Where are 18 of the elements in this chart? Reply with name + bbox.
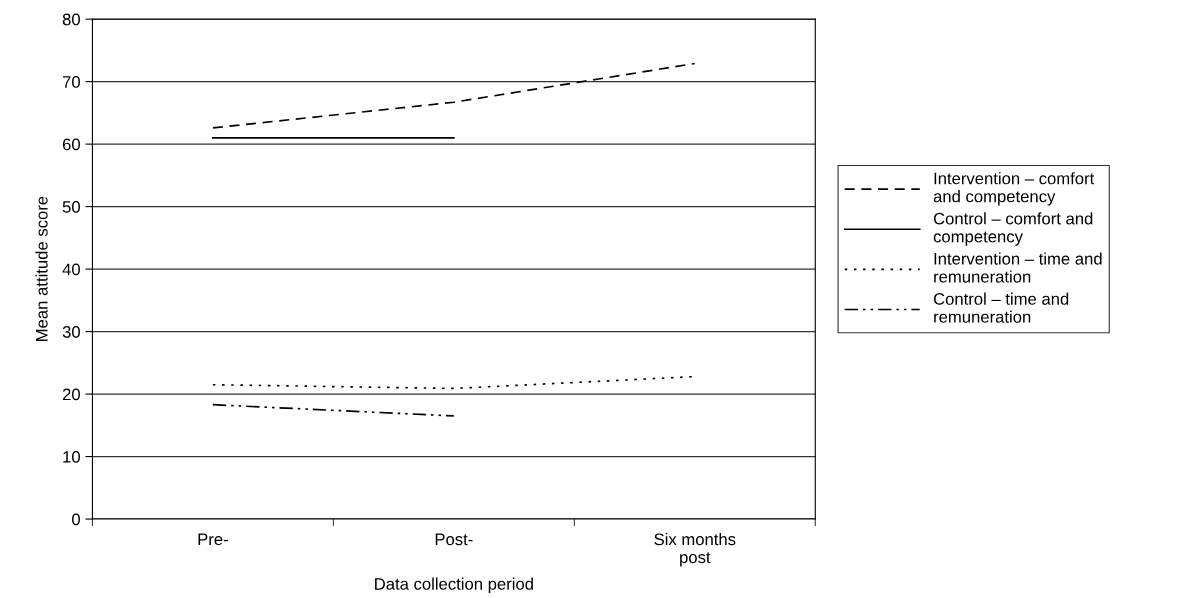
x-tick-label: Post- bbox=[435, 533, 473, 546]
x-tick-label: Pre- bbox=[198, 533, 228, 546]
x-tick-label: Six months post bbox=[654, 532, 736, 567]
legend-label: Intervention – comfort and competency bbox=[933, 172, 1095, 206]
y-tick-label: 0 bbox=[72, 513, 80, 526]
y-tick-label: 30 bbox=[62, 325, 80, 338]
y-tick-label: 10 bbox=[63, 450, 80, 463]
x-axis-title: Data collection period bbox=[375, 577, 533, 594]
y-axis-title: Mean attitude score bbox=[35, 196, 48, 341]
y-tick-label: 70 bbox=[62, 76, 80, 88]
y-tick-label: 80 bbox=[62, 13, 80, 26]
legend-label: Control – comfort and competency bbox=[933, 212, 1093, 246]
y-tick-label: 40 bbox=[62, 263, 80, 276]
y-tick-label: 50 bbox=[62, 201, 80, 213]
y-tick-label: 60 bbox=[62, 138, 80, 151]
y-tick-label: 20 bbox=[62, 388, 80, 401]
legend-label: Control – time and remuneration bbox=[933, 292, 1069, 323]
legend-label: Intervention – time and remuneration bbox=[934, 252, 1102, 283]
